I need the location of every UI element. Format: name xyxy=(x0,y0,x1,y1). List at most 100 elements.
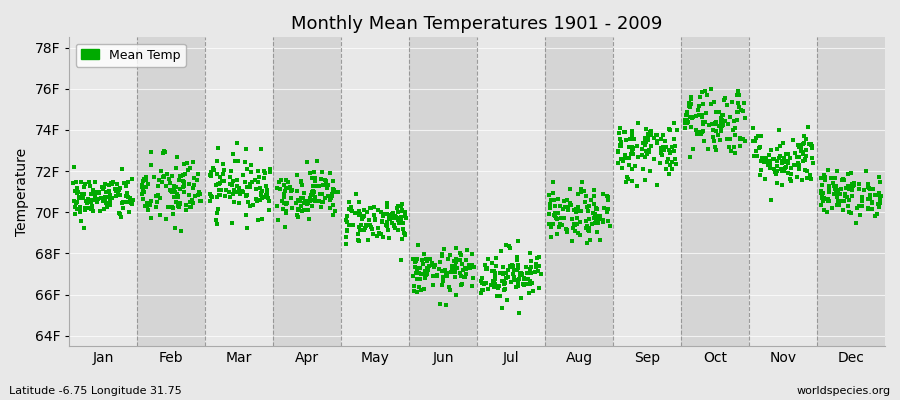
Point xyxy=(738,114,752,121)
Point xyxy=(462,262,476,268)
Point xyxy=(464,283,479,289)
Point xyxy=(564,216,579,222)
Point xyxy=(814,190,828,197)
Point xyxy=(697,137,711,144)
Point xyxy=(667,120,681,126)
Point xyxy=(507,276,521,283)
Point xyxy=(709,128,724,134)
Point xyxy=(210,221,224,228)
Point xyxy=(483,282,498,288)
Point xyxy=(760,156,774,162)
Point xyxy=(239,146,254,152)
Point xyxy=(417,250,431,257)
Point xyxy=(709,120,724,126)
Point xyxy=(109,193,123,200)
Point xyxy=(873,179,887,186)
Point xyxy=(148,192,163,199)
Point xyxy=(184,204,198,210)
Point xyxy=(532,285,546,291)
Point xyxy=(302,194,317,201)
Point xyxy=(458,266,473,273)
Point xyxy=(726,127,741,134)
Point xyxy=(136,188,150,194)
Point xyxy=(514,295,528,302)
Point xyxy=(135,182,149,189)
Point xyxy=(444,269,458,276)
Point xyxy=(493,293,508,299)
Point xyxy=(706,138,721,144)
Point xyxy=(85,203,99,210)
Point xyxy=(323,197,338,204)
Point xyxy=(316,182,330,188)
Point xyxy=(103,182,117,188)
Point xyxy=(327,189,341,196)
Point xyxy=(714,116,728,122)
Point xyxy=(631,120,645,126)
Point xyxy=(438,302,453,308)
Point xyxy=(119,193,133,199)
Point xyxy=(242,184,256,191)
Point xyxy=(572,208,586,214)
Point xyxy=(589,205,603,211)
Point xyxy=(571,230,585,236)
Point xyxy=(857,187,871,193)
Point xyxy=(68,164,82,170)
Point xyxy=(186,175,201,181)
Point xyxy=(374,209,388,216)
Point xyxy=(68,204,82,210)
Point xyxy=(413,271,428,278)
Point xyxy=(762,152,777,158)
Point xyxy=(136,178,150,184)
Point xyxy=(256,168,271,174)
Point xyxy=(874,193,888,199)
Point xyxy=(503,263,517,269)
Point xyxy=(263,168,277,175)
Point xyxy=(279,177,293,183)
Point xyxy=(437,245,452,252)
Point xyxy=(66,180,80,186)
Point xyxy=(860,182,875,188)
Point xyxy=(361,237,375,243)
Point xyxy=(713,136,727,143)
Point xyxy=(304,192,319,198)
Point xyxy=(93,208,107,214)
Point xyxy=(95,186,110,192)
Point xyxy=(248,186,263,192)
Point xyxy=(453,257,467,263)
Point xyxy=(441,256,455,262)
Point xyxy=(300,198,314,204)
Point xyxy=(580,223,594,229)
Point xyxy=(859,168,873,175)
Point xyxy=(669,160,683,167)
Point xyxy=(270,202,284,209)
Point xyxy=(167,189,182,195)
Point xyxy=(490,292,504,299)
Point xyxy=(176,184,191,191)
Point xyxy=(466,274,481,281)
Point xyxy=(546,196,561,203)
Point xyxy=(395,207,410,214)
Point xyxy=(302,170,317,176)
Point xyxy=(420,266,435,273)
Point xyxy=(355,216,369,222)
Point xyxy=(433,301,447,308)
Point xyxy=(410,270,424,276)
Point xyxy=(408,257,422,264)
Point xyxy=(174,200,188,206)
Point xyxy=(232,186,247,193)
Point xyxy=(394,218,409,224)
Point xyxy=(158,174,172,180)
Point xyxy=(419,265,434,272)
Point xyxy=(425,260,439,266)
Point xyxy=(708,121,723,128)
Point xyxy=(427,264,441,270)
Point xyxy=(838,193,852,199)
Point xyxy=(646,134,661,141)
Point xyxy=(380,211,394,218)
Point xyxy=(319,182,333,188)
Point xyxy=(817,206,832,213)
Point xyxy=(186,200,201,206)
Point xyxy=(619,174,634,180)
Point xyxy=(784,165,798,171)
Point xyxy=(842,184,857,190)
